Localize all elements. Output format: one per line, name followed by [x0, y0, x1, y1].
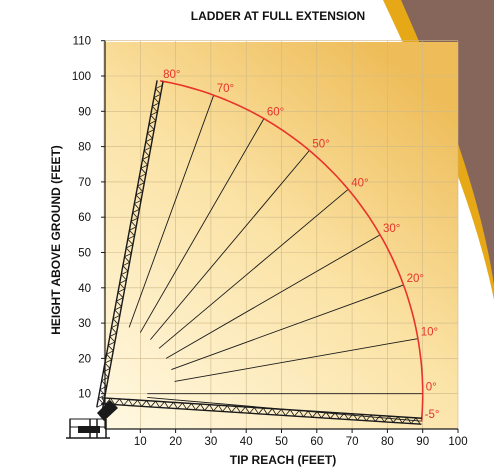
y-tick-label: 30 [78, 318, 91, 330]
angle-label-text: 70° [217, 83, 234, 95]
x-tick-label: 40 [240, 436, 253, 448]
ladder-at-80-degrees [96, 80, 164, 409]
truck-base-icon [66, 400, 118, 439]
angle-ray [174, 338, 418, 382]
angle-ray [128, 94, 215, 328]
y-tick-label: 50 [78, 248, 91, 260]
x-tick-label: 60 [310, 436, 323, 448]
x-axis-ticks: 10 20 30 40 50 60 70 80 90 100 [134, 429, 468, 448]
x-tick-label: 20 [169, 436, 182, 448]
x-tick-label: 30 [205, 436, 218, 448]
angle-label-text: -5° [425, 409, 440, 421]
angle-labels: 80° 70° 60° 50° 40° 30° 20° 10° 0° -5° [163, 69, 439, 421]
angle-label-text: 50° [312, 138, 329, 150]
y-axis-title: HEIGHT ABOVE GROUND (FEET) [49, 145, 63, 335]
angle-label-text: 80° [163, 69, 180, 81]
angle-label-text: 0° [426, 382, 437, 394]
y-tick-label: 110 [73, 36, 91, 48]
x-tick-label: 70 [346, 436, 359, 448]
y-tick-label: 10 [78, 389, 91, 401]
ladder-lattice [96, 84, 163, 408]
y-tick-label: 90 [78, 106, 91, 118]
y-tick-label: 60 [78, 212, 91, 224]
angle-label-text: 20° [407, 273, 424, 285]
angle-ray [165, 234, 381, 359]
y-tick-label: 20 [78, 353, 91, 365]
chart-title: LADDER AT FULL EXTENSION [191, 9, 365, 23]
x-tick-label: 50 [275, 436, 288, 448]
full-extension-arc [160, 80, 424, 422]
angle-ray [171, 284, 404, 370]
x-tick-label: 80 [381, 436, 394, 448]
angle-label-text: 60° [267, 107, 284, 119]
angle-ray [139, 118, 265, 333]
angle-rays [128, 94, 423, 422]
ladder-rail [96, 80, 158, 408]
angle-label-text: 40° [351, 177, 368, 189]
x-tick-label: 100 [448, 436, 467, 448]
x-axis-title: TIP REACH (FEET) [230, 453, 336, 467]
x-tick-label: 90 [416, 436, 429, 448]
ladder-rail [101, 397, 422, 419]
corner-swoosh [383, 0, 494, 300]
angle-label-text: 10° [421, 327, 438, 339]
ladder-lattice [101, 397, 421, 425]
y-tick-label: 40 [78, 283, 91, 295]
angle-label-text: 30° [383, 223, 400, 235]
y-tick-label: 80 [78, 142, 91, 154]
angle-ray [158, 188, 349, 349]
angle-ray [150, 150, 310, 340]
y-tick-label: 70 [78, 177, 91, 189]
y-tick-label: 100 [72, 71, 91, 83]
x-tick-label: 10 [134, 436, 147, 448]
ladder-at-minus-5-degrees [101, 397, 422, 425]
ladder-rail [101, 403, 422, 425]
y-axis-ticks: 10 20 30 40 50 60 70 80 90 100 110 [72, 36, 105, 401]
